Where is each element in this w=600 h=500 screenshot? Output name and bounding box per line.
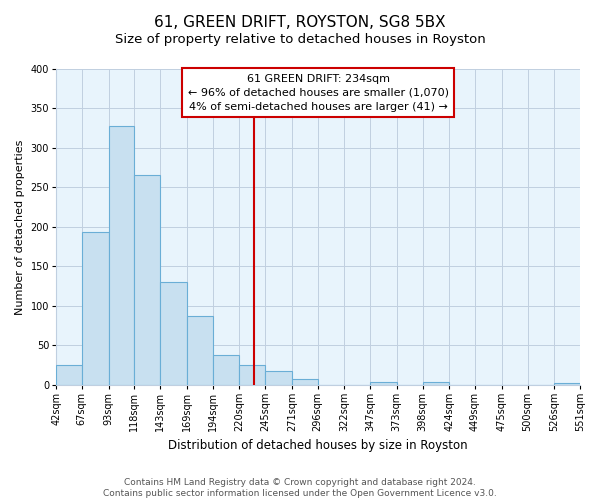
Text: 61 GREEN DRIFT: 234sqm
← 96% of detached houses are smaller (1,070)
4% of semi-d: 61 GREEN DRIFT: 234sqm ← 96% of detached…	[188, 74, 449, 112]
Bar	[56, 365, 82, 385]
Text: Contains HM Land Registry data © Crown copyright and database right 2024.
Contai: Contains HM Land Registry data © Crown c…	[103, 478, 497, 498]
Bar	[554, 384, 580, 385]
Bar	[265, 372, 292, 385]
Bar	[82, 232, 109, 385]
Bar	[109, 126, 134, 385]
Bar	[292, 378, 317, 385]
Text: Size of property relative to detached houses in Royston: Size of property relative to detached ho…	[115, 32, 485, 46]
Bar	[134, 175, 160, 385]
Bar	[239, 365, 265, 385]
Bar	[422, 382, 449, 385]
Y-axis label: Number of detached properties: Number of detached properties	[15, 139, 25, 314]
Bar	[160, 282, 187, 385]
Text: 61, GREEN DRIFT, ROYSTON, SG8 5BX: 61, GREEN DRIFT, ROYSTON, SG8 5BX	[154, 15, 446, 30]
Bar	[370, 382, 397, 385]
Bar	[212, 355, 239, 385]
Bar	[187, 316, 212, 385]
X-axis label: Distribution of detached houses by size in Royston: Distribution of detached houses by size …	[168, 440, 468, 452]
